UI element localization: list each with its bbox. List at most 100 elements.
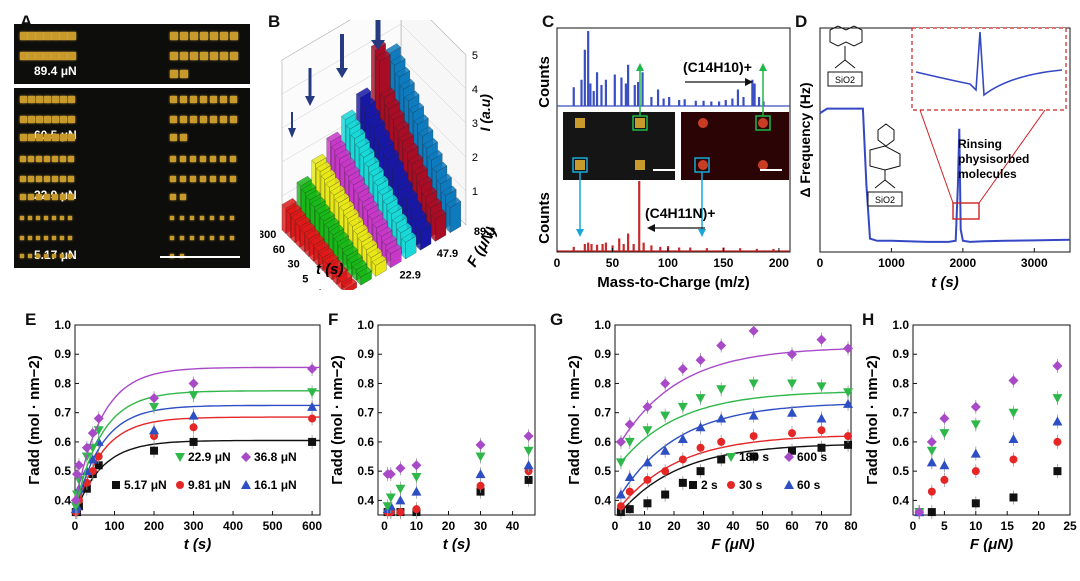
printed-square — [44, 116, 51, 123]
data-point — [695, 422, 706, 432]
x-axis-label: Mass-to-Charge (m/z) — [597, 274, 750, 291]
bar-top — [304, 228, 320, 240]
printed-square — [28, 32, 36, 40]
bar-top — [362, 239, 378, 251]
y-tick-label: 0.6 — [892, 435, 909, 449]
substrate-box-a — [827, 71, 863, 87]
data-point — [411, 473, 422, 482]
bar-top — [301, 182, 317, 194]
data-point — [1008, 434, 1019, 443]
data-point — [149, 402, 160, 412]
y-tick-label: 0.9 — [892, 347, 909, 361]
bar-top — [343, 245, 358, 257]
y-tick-label: 0.5 — [892, 464, 909, 478]
printed-square — [44, 176, 50, 182]
bar-top — [353, 224, 369, 235]
data-point — [677, 363, 688, 374]
spectrum-bar-top — [572, 87, 575, 106]
x-tick-label: 30 — [697, 519, 711, 533]
printed-square — [20, 236, 24, 240]
printed-square — [230, 236, 234, 240]
data-point — [696, 443, 705, 452]
zoom-connector — [978, 109, 1046, 204]
printed-square — [44, 52, 52, 60]
y-tick-label: 1.0 — [357, 318, 374, 332]
data-point — [71, 469, 82, 480]
z-tick-label: 5 — [472, 50, 478, 62]
x-tick-label: 80 — [844, 519, 858, 533]
printed-square — [68, 134, 75, 141]
bar-top — [329, 224, 344, 236]
printed-square — [170, 176, 176, 182]
printed-square — [60, 194, 66, 200]
y-tick-label: 1.0 — [54, 318, 71, 332]
data-point — [411, 486, 422, 496]
y-tick-label: 0.4 — [54, 493, 71, 507]
panel-label-c: C — [542, 12, 555, 31]
spectrum-bar-bottom — [587, 242, 590, 251]
y-tick-label: 0.5 — [594, 464, 611, 478]
spectrum-bar-top — [580, 79, 583, 106]
printed-square — [230, 156, 236, 162]
spectrum-bar-top — [731, 98, 734, 106]
printed-square — [230, 176, 236, 182]
legend-label: 9.81 μN — [188, 478, 231, 492]
spectrum-bar-bottom — [595, 244, 599, 251]
printed-square — [170, 32, 178, 40]
printed-square — [200, 32, 208, 40]
spectrum-bar-bottom — [627, 233, 630, 251]
bar-top — [281, 198, 297, 209]
bar-top — [365, 107, 381, 119]
t-tick-label: 60 — [273, 244, 285, 256]
t-tick-label: 30 — [288, 259, 300, 271]
data-point — [661, 467, 670, 476]
zoom-connector — [919, 109, 954, 204]
bar-top — [355, 137, 371, 149]
data-point — [660, 411, 671, 421]
bar-top — [359, 147, 375, 158]
bar-top — [326, 131, 342, 143]
printed-square — [190, 116, 197, 123]
scale-bar — [160, 256, 240, 258]
data-point — [188, 391, 199, 401]
printed-square — [28, 96, 35, 103]
y-axis-label: Γadd (mol · nm−2) — [566, 355, 583, 484]
arrow-head — [288, 128, 296, 138]
legend-label: 36.8 μN — [254, 450, 297, 464]
data-point — [717, 455, 726, 464]
bar-side — [291, 216, 296, 244]
t-tick-label: 1 — [317, 288, 323, 290]
y-tick-label: 0.5 — [357, 464, 374, 478]
data-point — [88, 467, 97, 476]
data-point — [678, 478, 687, 487]
x-tick-label: 5 — [941, 519, 948, 533]
data-point — [1009, 455, 1018, 464]
y-axis-label: Δ Frequency (Hz) — [797, 82, 813, 197]
data-point — [615, 489, 626, 499]
data-point — [927, 508, 936, 517]
printed-square — [36, 254, 40, 258]
printed-square — [20, 96, 27, 103]
bar-top — [291, 210, 306, 221]
panel-g-scatter: 0.4 0.5 0.6 0.7 0.8 0.9 1.0 0 10 20 30 40 50 60 70 80 F … — [566, 318, 858, 553]
x-tick-label: 0 — [817, 256, 824, 270]
printed-square — [36, 194, 42, 200]
printed-square — [36, 176, 42, 182]
data-point — [970, 448, 981, 458]
bar-top — [364, 156, 380, 168]
bar-top — [423, 138, 438, 149]
data-point — [971, 499, 980, 508]
bar-top — [431, 209, 447, 220]
spectrum-bar-bottom — [689, 247, 692, 251]
bar-top — [446, 197, 462, 208]
data-point — [660, 378, 671, 389]
x-tick-label: 10 — [410, 519, 424, 533]
spectrum-bar-bottom — [572, 246, 575, 251]
printed-square — [210, 96, 217, 103]
spectrum-bar-top — [583, 49, 586, 106]
bar-top — [411, 210, 427, 221]
y-tick-label: 0.7 — [892, 406, 909, 420]
printed-square — [28, 116, 35, 123]
